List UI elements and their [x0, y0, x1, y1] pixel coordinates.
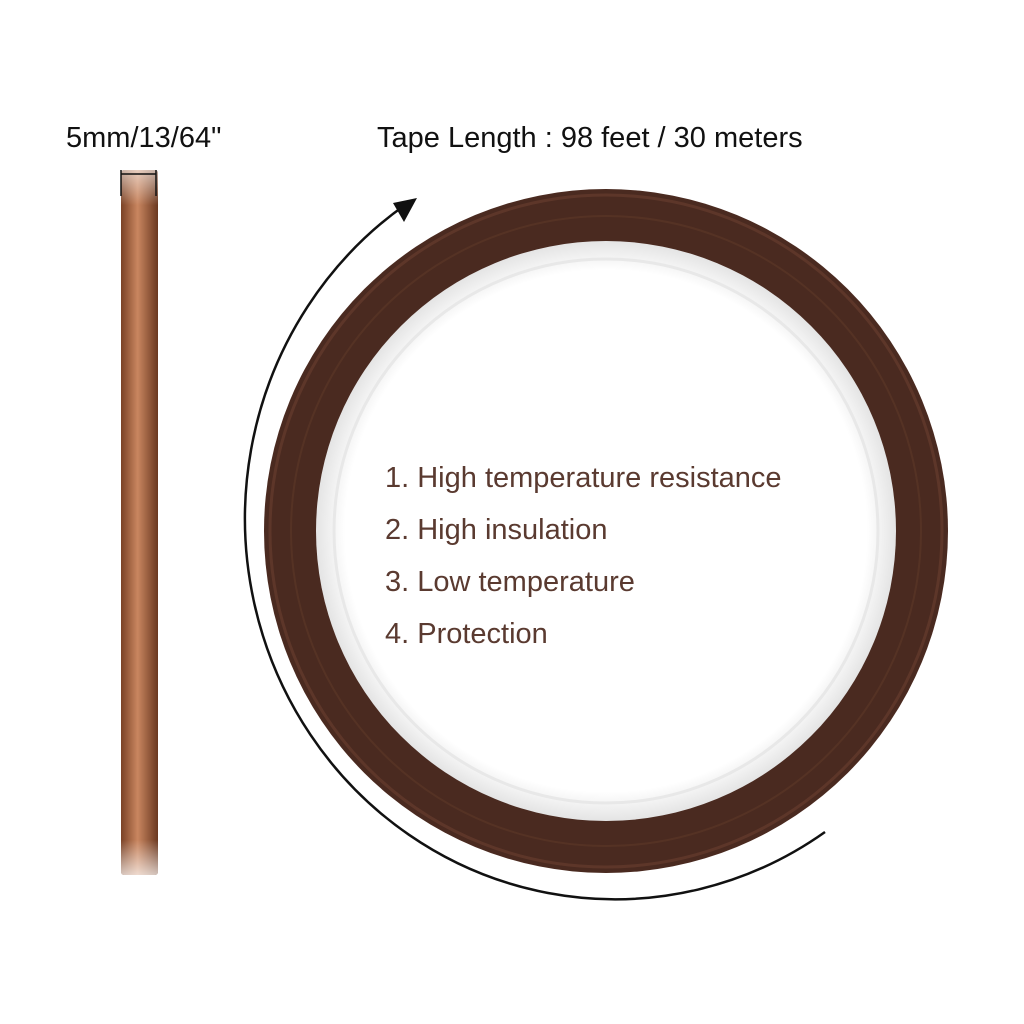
- width-dimension-marker: [120, 170, 157, 196]
- feature-list: 1. High temperature resistance 2. High i…: [385, 452, 782, 660]
- feature-item: 2. High insulation: [385, 514, 608, 546]
- feature-item: 1. High temperature resistance: [385, 462, 782, 494]
- tape-roll: [264, 189, 948, 873]
- tape-length-label: Tape Length : 98 feet / 30 meters: [377, 122, 803, 154]
- feature-item: 4. Protection: [385, 618, 548, 650]
- feature-item: 3. Low temperature: [385, 566, 635, 598]
- tape-side-view: [121, 170, 158, 875]
- tape-width-label: 5mm/13/64": [66, 122, 222, 154]
- length-arrow-icon: [243, 198, 826, 901]
